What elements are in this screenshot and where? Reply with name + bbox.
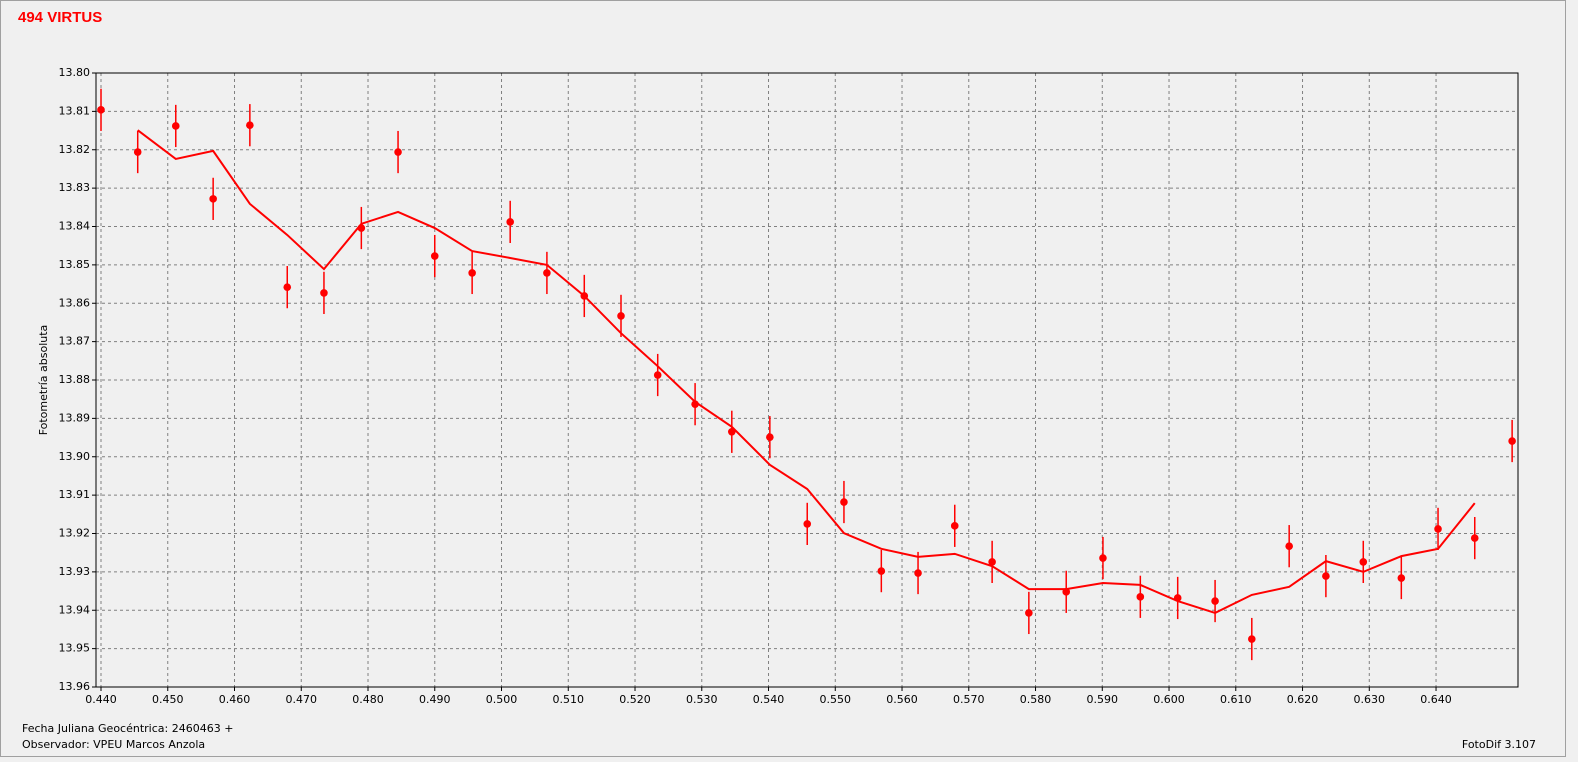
data-point — [766, 433, 774, 441]
y-axis-label: Fotometría absoluta — [37, 325, 50, 436]
plot-border — [95, 72, 1519, 688]
data-point — [209, 195, 217, 203]
data-point — [950, 522, 959, 530]
y-tick-label: 13.80 — [59, 66, 91, 79]
y-tick-label: 13.83 — [59, 181, 91, 194]
y-tick-label: 13.90 — [59, 450, 91, 463]
y-tick-label: 13.87 — [59, 335, 91, 348]
x-tick-label: 0.550 — [820, 693, 852, 706]
fit-line — [137, 129, 1476, 615]
data-point — [133, 148, 142, 156]
y-tick-label: 13.95 — [59, 642, 91, 655]
data-point — [543, 269, 551, 277]
data-point — [320, 289, 328, 297]
data-point — [506, 218, 514, 226]
data-point — [877, 567, 886, 575]
data-point — [1470, 534, 1479, 542]
data-point — [1322, 572, 1330, 580]
data-point — [1025, 609, 1033, 617]
data-point — [988, 558, 996, 566]
x-tick-label: 0.600 — [1153, 693, 1185, 706]
data-point — [1211, 597, 1219, 605]
data-point — [840, 498, 848, 506]
data-point — [1359, 558, 1368, 566]
x-tick-label: 0.520 — [619, 693, 651, 706]
y-tick-label: 13.94 — [59, 603, 91, 616]
x-tick-label: 0.570 — [953, 693, 985, 706]
data-point — [430, 252, 439, 260]
x-axis-label: Fecha Juliana Geocéntrica: 2460463 + — [22, 722, 233, 735]
data-point — [1099, 554, 1107, 562]
data-point — [1285, 542, 1293, 550]
data-point — [394, 148, 402, 156]
x-tick-label: 0.490 — [419, 693, 451, 706]
x-tick-label: 0.470 — [286, 693, 318, 706]
x-tick-label: 0.450 — [152, 693, 184, 706]
y-tick-label: 13.93 — [59, 565, 91, 578]
x-tick-label: 0.440 — [85, 693, 117, 706]
data-point — [653, 371, 662, 379]
software-version: FotoDif 3.107 — [1462, 738, 1536, 751]
data-point — [914, 569, 922, 577]
data-point — [283, 283, 292, 291]
y-tick-label: 13.85 — [59, 258, 91, 271]
data-point — [97, 106, 105, 114]
x-tick-label: 0.590 — [1087, 693, 1119, 706]
x-tick-label: 0.530 — [686, 693, 718, 706]
x-tick-label: 0.640 — [1420, 693, 1452, 706]
x-tick-label: 0.500 — [486, 693, 518, 706]
y-tick-label: 13.82 — [59, 143, 91, 156]
y-tick-label: 13.81 — [59, 104, 91, 117]
y-tick-label: 13.91 — [59, 488, 91, 501]
y-tick-label: 13.89 — [59, 411, 91, 424]
y-tick-label: 13.96 — [59, 680, 91, 693]
data-point — [1397, 574, 1406, 582]
chart-title: 494 VIRTUS — [18, 9, 102, 26]
data-point — [1508, 437, 1516, 445]
x-tick-label: 0.480 — [352, 693, 384, 706]
data-point — [1247, 635, 1256, 643]
x-tick-label: 0.620 — [1287, 693, 1319, 706]
x-tick-label: 0.460 — [219, 693, 251, 706]
data-point — [171, 122, 180, 130]
x-tick-label: 0.610 — [1220, 693, 1252, 706]
data-point — [246, 121, 254, 129]
y-tick-label: 13.88 — [59, 373, 91, 386]
data-point — [1136, 593, 1145, 601]
x-tick-label: 0.560 — [886, 693, 918, 706]
x-tick-label: 0.540 — [753, 693, 785, 706]
y-tick-label: 13.84 — [59, 220, 91, 233]
x-tick-label: 0.510 — [553, 693, 585, 706]
observer: Observador: VPEU Marcos Anzola — [22, 738, 205, 751]
data-point — [468, 269, 476, 277]
data-point — [803, 520, 812, 528]
data-point — [1434, 525, 1442, 533]
y-tick-label: 13.92 — [59, 527, 91, 540]
x-tick-label: 0.580 — [1020, 693, 1052, 706]
x-tick-label: 0.630 — [1354, 693, 1386, 706]
y-tick-label: 13.86 — [59, 296, 91, 309]
data-point — [617, 312, 625, 320]
